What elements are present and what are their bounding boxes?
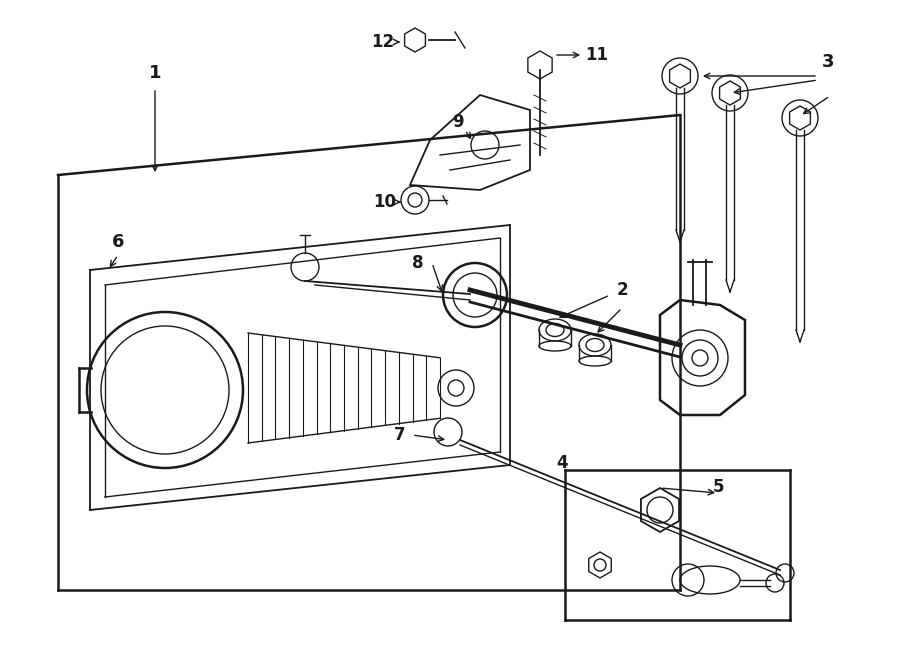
Text: 3: 3 bbox=[822, 53, 834, 71]
Text: 11: 11 bbox=[586, 46, 608, 64]
Text: 4: 4 bbox=[556, 454, 568, 472]
Text: 7: 7 bbox=[394, 426, 406, 444]
Text: 6: 6 bbox=[112, 233, 124, 251]
Text: 10: 10 bbox=[374, 193, 397, 211]
Text: 2: 2 bbox=[616, 281, 628, 299]
Text: 5: 5 bbox=[712, 478, 724, 496]
Text: 8: 8 bbox=[412, 254, 424, 272]
Text: 9: 9 bbox=[452, 113, 464, 131]
Text: 12: 12 bbox=[372, 33, 394, 51]
Text: 1: 1 bbox=[148, 64, 161, 82]
